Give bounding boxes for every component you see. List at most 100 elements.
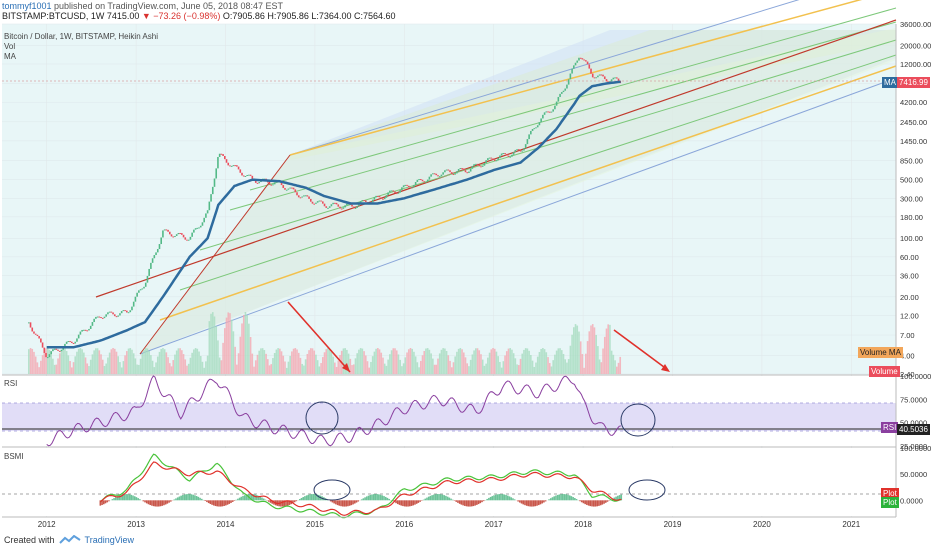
bsmi-axis: 100.0000 50.0000 0.0000 bbox=[900, 444, 931, 505]
candle bbox=[378, 196, 381, 198]
bsmi-bar bbox=[333, 500, 335, 504]
volume-bar bbox=[260, 348, 262, 374]
candle bbox=[46, 357, 49, 359]
candle bbox=[409, 187, 412, 189]
bsmi-bar bbox=[118, 495, 121, 501]
price-tick: 20000.00 bbox=[900, 41, 931, 50]
volume-bar bbox=[296, 349, 298, 374]
volume-bar bbox=[227, 312, 230, 374]
bsmi-bar bbox=[309, 494, 311, 501]
volume-bar bbox=[279, 348, 281, 374]
volume-bar bbox=[304, 359, 307, 374]
plot-tag-2: Plot bbox=[881, 497, 899, 508]
volume-bar bbox=[459, 348, 462, 374]
bsmi-bar bbox=[367, 495, 370, 501]
bsmi-bar bbox=[474, 500, 476, 506]
volume-bar bbox=[435, 364, 438, 374]
bsmi-bar bbox=[582, 500, 585, 504]
volume-bar bbox=[280, 351, 283, 374]
volume-bar bbox=[206, 355, 209, 374]
bsmi-bar bbox=[549, 498, 552, 501]
bsmi-bar bbox=[190, 494, 193, 501]
candle bbox=[304, 195, 307, 197]
volume-bar bbox=[562, 353, 565, 374]
volume-bar bbox=[98, 350, 101, 374]
bsmi-bar bbox=[378, 494, 380, 501]
bsmi-bar bbox=[132, 495, 134, 501]
volume-bar bbox=[423, 350, 426, 374]
candle bbox=[299, 197, 302, 199]
volume-bar bbox=[96, 348, 99, 374]
volume-bar bbox=[294, 348, 297, 374]
candle bbox=[351, 204, 353, 207]
candle bbox=[495, 160, 498, 162]
volume-bar bbox=[65, 351, 68, 374]
volume-bar bbox=[236, 364, 238, 374]
bsmi-bar bbox=[402, 500, 404, 507]
candle bbox=[52, 349, 54, 352]
candle bbox=[418, 179, 420, 181]
candle bbox=[107, 312, 109, 315]
volume-bar bbox=[316, 360, 319, 374]
bsmi-bar bbox=[434, 494, 437, 501]
candle bbox=[289, 187, 291, 189]
volume-bar bbox=[38, 367, 40, 374]
bsmi-bar bbox=[139, 499, 141, 501]
price-axis[interactable]: 36000.0020000.0012000.007000.004200.0024… bbox=[900, 20, 931, 379]
bsmi-bar bbox=[396, 500, 399, 505]
bsmi-bar bbox=[314, 494, 317, 501]
time-label-2014: 2014 bbox=[217, 520, 235, 529]
volume-bar bbox=[476, 348, 479, 374]
time-axis[interactable]: 2012 2013 2014 2015 2016 2017 2018 2019 2020 2021 bbox=[38, 520, 861, 529]
volume-bar bbox=[191, 352, 193, 374]
candle bbox=[227, 162, 230, 166]
bsmi-bar bbox=[120, 494, 122, 501]
bsmi-histogram bbox=[99, 494, 623, 507]
bsmi-bar bbox=[384, 496, 387, 501]
bsmi-bar bbox=[519, 500, 521, 503]
bsmi-bar bbox=[501, 494, 504, 501]
bsmi-bar bbox=[127, 494, 129, 501]
bsmi-bar bbox=[388, 498, 390, 501]
candle bbox=[129, 310, 132, 313]
bsmi-bar bbox=[409, 500, 411, 507]
candle bbox=[574, 62, 577, 66]
volume-bar bbox=[126, 351, 128, 374]
volume-bar bbox=[318, 366, 321, 374]
price-tick: 12.00 bbox=[900, 311, 919, 320]
candle bbox=[382, 198, 384, 200]
volume-bar bbox=[368, 367, 371, 374]
candle bbox=[198, 227, 200, 229]
volume-bar bbox=[404, 357, 407, 374]
volume-bar bbox=[203, 367, 205, 374]
candle bbox=[72, 342, 75, 344]
tradingview-brand[interactable]: TradingView bbox=[84, 535, 135, 545]
volume-bar bbox=[497, 356, 499, 374]
volume-bar bbox=[297, 352, 300, 374]
tradingview-logo-icon bbox=[58, 535, 81, 544]
candle bbox=[174, 235, 176, 238]
volume-bar bbox=[516, 364, 518, 374]
candle bbox=[91, 322, 94, 326]
volume-bar bbox=[146, 348, 149, 374]
volume-bar bbox=[504, 355, 506, 374]
bsmi-bar bbox=[534, 500, 537, 507]
volume-bar bbox=[141, 353, 144, 374]
legend-ma: MA bbox=[4, 52, 16, 61]
bsmi-bar bbox=[304, 496, 306, 501]
rsi-label: RSI bbox=[4, 379, 18, 388]
candle bbox=[100, 317, 102, 319]
volume-bar bbox=[399, 359, 401, 374]
bsmi-bar bbox=[522, 500, 525, 505]
bsmi-bar bbox=[187, 494, 189, 501]
volume-bar bbox=[411, 348, 414, 374]
candle bbox=[543, 112, 546, 115]
bsmi-bar bbox=[242, 495, 244, 501]
publisher-username[interactable]: tommyf1001 bbox=[2, 1, 52, 11]
bsmi-bar bbox=[572, 497, 574, 501]
bsmi-bar bbox=[592, 500, 595, 507]
candle bbox=[177, 232, 180, 235]
volume-bar bbox=[387, 359, 389, 374]
bsmi-bar bbox=[357, 500, 360, 502]
